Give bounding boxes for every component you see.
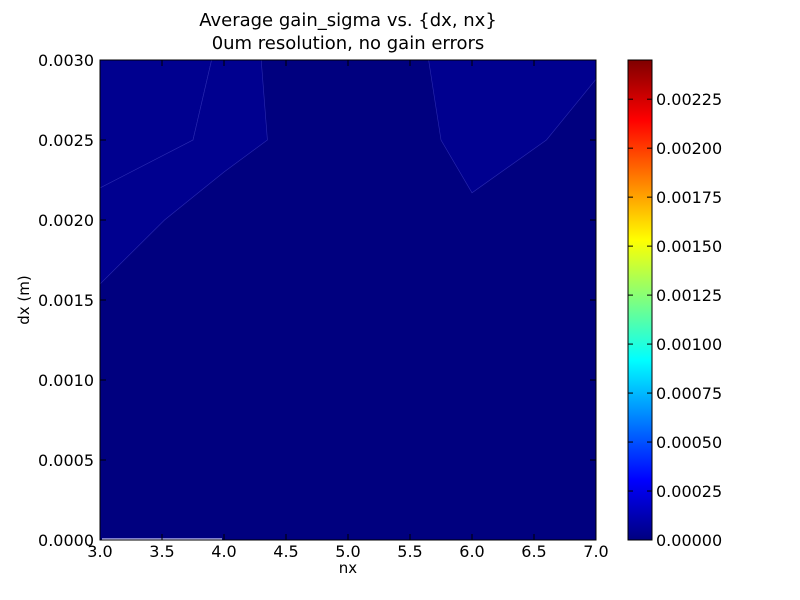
colorbar-tick-label: 0.00150: [656, 237, 722, 256]
x-tick-label: 6.5: [521, 542, 546, 561]
colorbar-tick-label: 0.00025: [656, 482, 722, 501]
x-tick-label: 5.5: [397, 542, 422, 561]
y-tick-label: 0.0025: [38, 131, 94, 150]
y-tick-label: 0.0000: [38, 531, 94, 550]
x-tick-label: 4.0: [211, 542, 236, 561]
contour-region-2: [428, 60, 596, 194]
colorbar-tick-label: 0.00175: [656, 188, 722, 207]
y-tick-label: 0.0015: [38, 291, 94, 310]
y-axis-ticks: 0.0000 0.0005 0.0010 0.0015 0.0020 0.0025 0.00…: [38, 51, 596, 550]
y-tick-label: 0.0010: [38, 371, 94, 390]
x-tick-label: 5.0: [335, 542, 360, 561]
y-tick-label: 0.0020: [38, 211, 94, 230]
colorbar-tick-label: 0.00100: [656, 335, 722, 354]
colorbar-tick-label: 0.00225: [656, 90, 722, 109]
plot-area: 3.0 3.5 4.0 4.5 5.0 5.5 6.0 6.5 7.0 0.0000 0.0005…: [38, 51, 609, 561]
colorbar-frame: [627, 59, 653, 541]
contour-regions: [100, 60, 596, 285]
chart-title-line-1: Average gain_sigma vs. {dx, nx}: [199, 10, 497, 31]
y-axis-label: dx (m): [15, 275, 33, 324]
x-axis-ticks: 3.0 3.5 4.0 4.5 5.0 5.5 6.0 6.5 7.0: [87, 60, 609, 561]
colorbar: 0.00000 0.00025 0.00050 0.00075 0.00100 0.001…: [627, 59, 722, 550]
colorbar-gradient: [628, 60, 652, 540]
contour-region-1: [100, 60, 268, 285]
colorbar-tick-label: 0.00050: [656, 433, 722, 452]
y-tick-label: 0.0005: [38, 451, 94, 470]
colorbar-tick-label: 0.00200: [656, 139, 722, 158]
x-tick-label: 7.0: [583, 542, 608, 561]
chart-title-line-2: 0um resolution, no gain errors: [212, 33, 485, 54]
x-tick-label: 4.5: [273, 542, 298, 561]
x-tick-label: 3.0: [87, 542, 112, 561]
colorbar-tick-label: 0.00075: [656, 384, 722, 403]
x-axis-label: nx: [339, 559, 358, 577]
colorbar-tick-label: 0.00125: [656, 286, 722, 305]
y-tick-label: 0.0030: [38, 51, 94, 70]
colorbar-ticks: 0.00000 0.00025 0.00050 0.00075 0.00100 0.001…: [628, 90, 722, 550]
x-tick-label: 3.5: [149, 542, 174, 561]
x-tick-label: 6.0: [459, 542, 484, 561]
colorbar-tick-label: 0.00000: [656, 531, 722, 550]
